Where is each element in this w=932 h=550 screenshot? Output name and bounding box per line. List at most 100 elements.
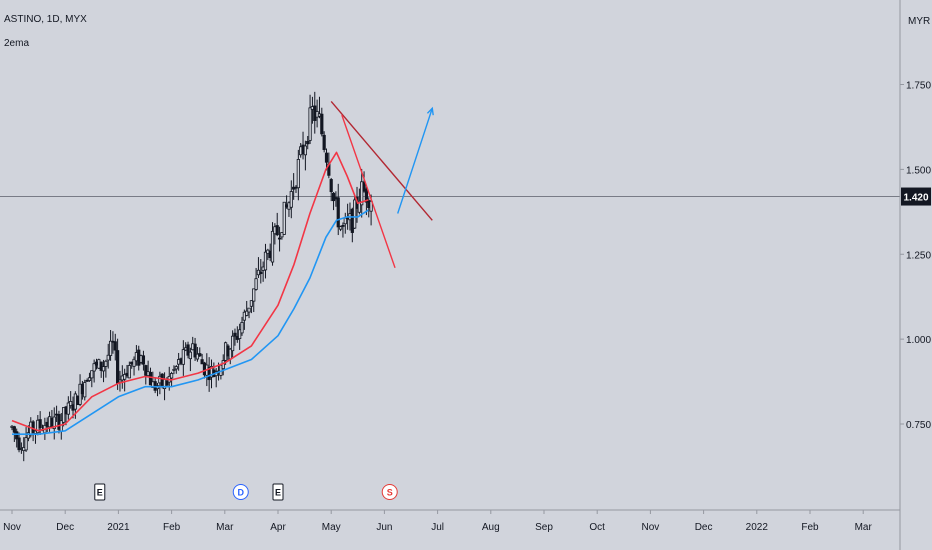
candle-body: [38, 419, 42, 429]
candle-body: [324, 152, 329, 163]
candle-body: [83, 382, 87, 398]
candle-body: [303, 145, 307, 156]
candle-body: [322, 134, 326, 150]
candle-body: [259, 271, 263, 275]
x-tick-label: May: [322, 522, 341, 533]
candle-body: [118, 379, 122, 383]
event-label: S: [387, 488, 393, 498]
candle-body: [329, 179, 333, 193]
candle-body: [188, 351, 192, 360]
candle-body: [289, 191, 293, 208]
candle-body: [231, 335, 235, 352]
currency-label: MYR: [908, 16, 930, 27]
candle-body: [369, 200, 373, 212]
y-tick-label: 1.750: [906, 81, 931, 92]
candle-body: [17, 437, 21, 451]
x-tick-label: Nov: [3, 522, 21, 533]
candle-body: [296, 159, 300, 189]
candle-body: [172, 368, 176, 371]
y-tick-label: 1.000: [906, 335, 931, 346]
projection-arrow-head: [426, 106, 434, 116]
x-tick-label: Apr: [270, 522, 286, 533]
candle-body: [113, 341, 117, 351]
candle-body: [360, 181, 364, 206]
candle-body: [249, 300, 253, 307]
candle-body: [198, 353, 202, 357]
candle-body: [104, 360, 108, 367]
x-tick-label: Feb: [163, 522, 181, 533]
candle-body: [242, 311, 246, 321]
candle-body: [169, 373, 174, 379]
candle-body: [277, 237, 282, 240]
candle-body: [106, 354, 110, 361]
x-tick-label: 2021: [107, 522, 130, 533]
ema-slow-line: [12, 209, 369, 436]
event-label: E: [97, 488, 103, 498]
candle-body: [364, 188, 369, 203]
candle-body: [24, 437, 28, 451]
candle-body: [148, 371, 153, 386]
candle-body: [62, 407, 66, 423]
x-tick-label: Jun: [376, 522, 392, 533]
x-tick-label: Mar: [216, 522, 234, 533]
candle-body: [127, 365, 131, 379]
candle-body: [353, 199, 357, 229]
ema-fast-line: [11, 151, 369, 432]
event-label: D: [238, 488, 245, 498]
candle-body: [144, 365, 148, 376]
trendline-projection: [397, 108, 433, 214]
candle-body: [252, 288, 256, 302]
y-tick-label: 1.500: [906, 165, 931, 176]
candle-body: [200, 359, 204, 365]
candle-body: [15, 431, 19, 440]
x-tick-label: Dec: [695, 522, 713, 533]
candle-body: [238, 329, 242, 339]
candle-body: [87, 377, 92, 381]
event-label: E: [275, 488, 281, 498]
candle-body: [181, 349, 185, 365]
x-tick-label: Feb: [801, 522, 819, 533]
candle-body: [92, 363, 96, 372]
candle-body: [357, 200, 361, 213]
candle-body: [362, 181, 366, 192]
event-marker-earnings[interactable]: [272, 483, 284, 501]
last-price-tag: [901, 187, 931, 206]
candle-body: [141, 355, 146, 365]
candle-body: [195, 353, 200, 360]
x-tick-label: Mar: [855, 522, 873, 533]
candle-body: [26, 432, 31, 439]
x-tick-label: Sep: [535, 522, 553, 533]
candle-body: [254, 278, 258, 290]
candle-body: [270, 230, 275, 263]
candle-body: [174, 366, 178, 370]
x-tick-label: Dec: [56, 522, 74, 533]
x-tick-label: 2022: [746, 522, 769, 533]
x-tick-label: Jul: [431, 522, 444, 533]
candle-body: [66, 402, 70, 415]
candle-body: [90, 370, 94, 379]
candle-body: [52, 416, 56, 429]
candle-body: [308, 107, 312, 141]
candle-body: [282, 201, 286, 235]
event-marker-dividend[interactable]: [232, 484, 249, 500]
candle-body: [123, 374, 127, 380]
candle-body: [132, 358, 136, 367]
candle-body: [78, 383, 82, 405]
indicator-label[interactable]: 2ema: [4, 38, 30, 49]
event-marker-earnings[interactable]: [94, 483, 106, 501]
y-tick-label: 0.750: [906, 420, 931, 431]
x-tick-label: Nov: [642, 522, 660, 533]
candle-body: [341, 224, 345, 227]
candle-body: [12, 426, 16, 433]
candle-body: [193, 343, 197, 358]
candle-body: [165, 380, 169, 386]
candle-body: [247, 307, 251, 313]
symbol-title[interactable]: ASTINO, 1D, MYX: [4, 14, 87, 25]
candle-body: [245, 310, 249, 316]
candle-body: [101, 366, 106, 372]
x-tick-label: Oct: [589, 522, 605, 533]
event-marker-split[interactable]: [381, 484, 398, 500]
